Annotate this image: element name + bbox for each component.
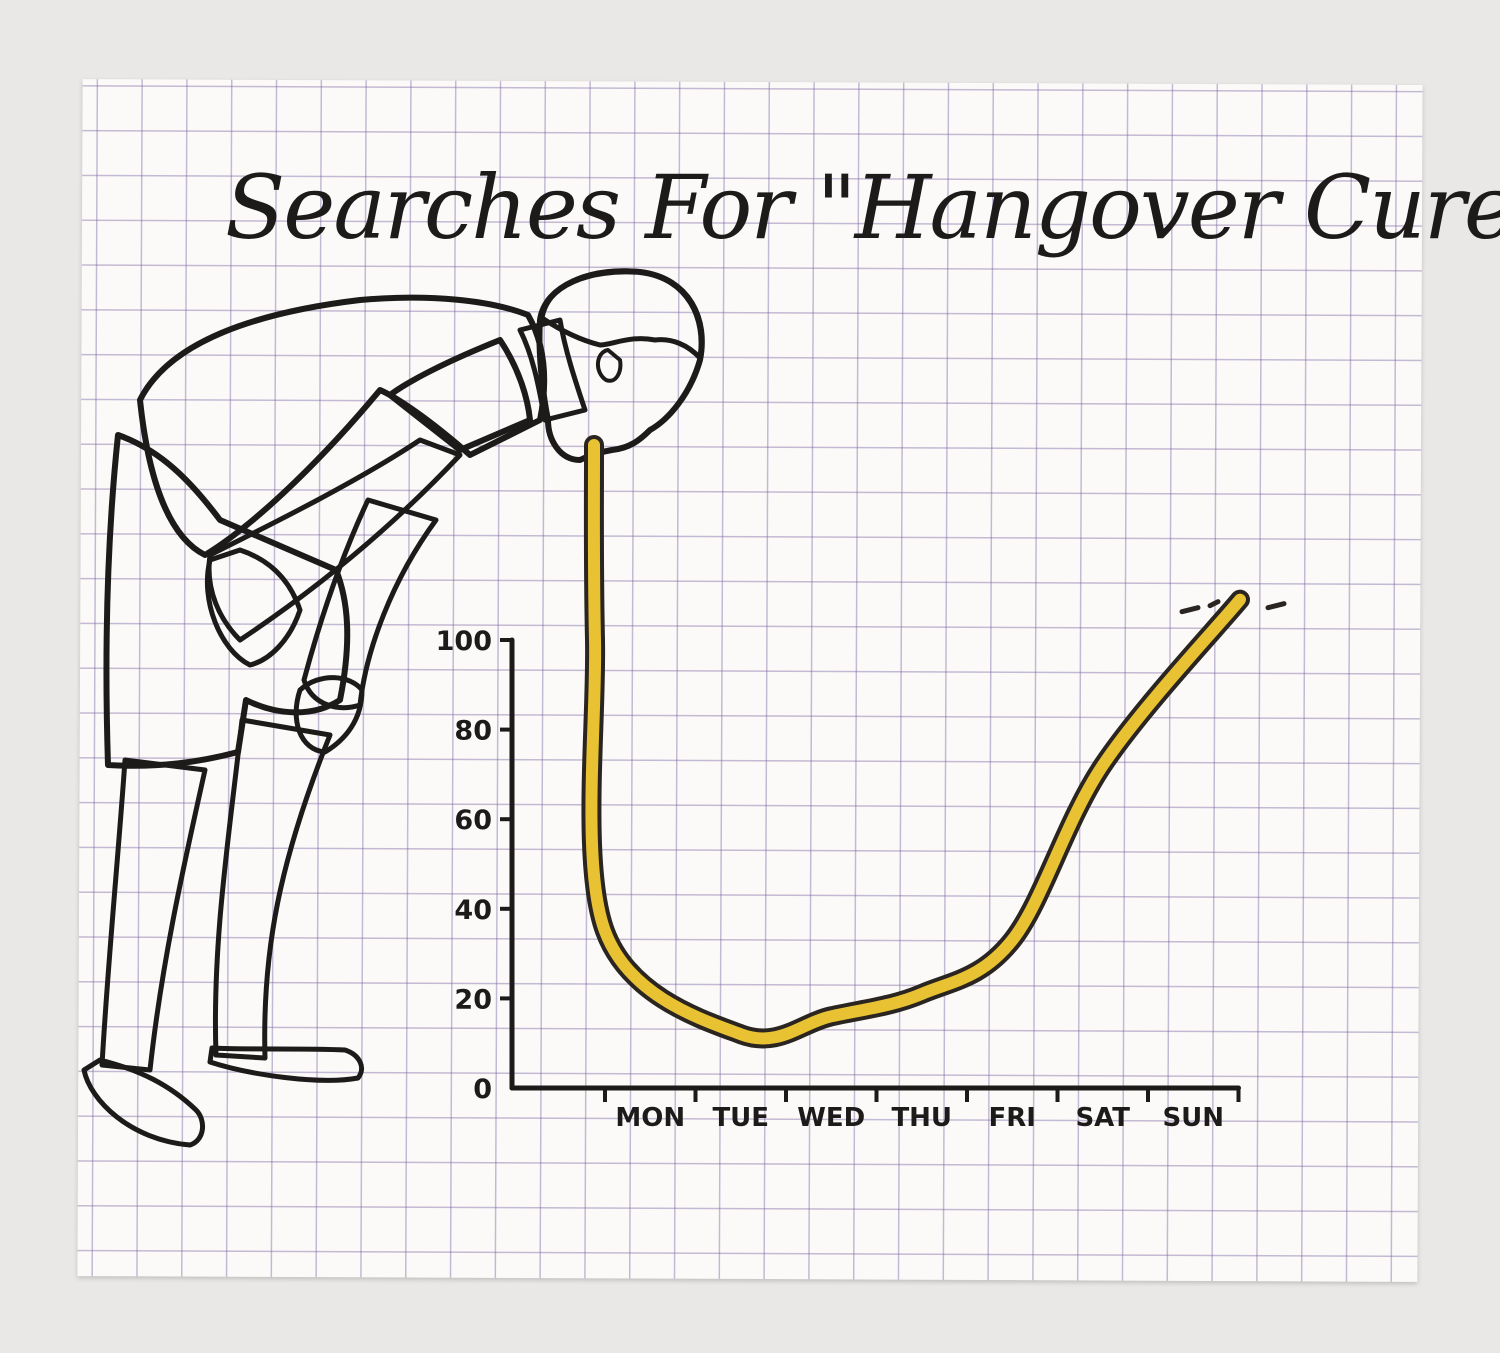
shirt-sleeve — [387, 337, 533, 453]
back-arm — [301, 497, 439, 711]
x-tick-label: THU — [891, 1103, 952, 1133]
hair — [539, 268, 704, 361]
series-line-outline — [581, 435, 1250, 1049]
man-illustration — [81, 268, 705, 1148]
neck — [517, 317, 588, 423]
front-hand — [204, 547, 303, 668]
front-sandal — [207, 1045, 364, 1083]
front-leg — [212, 717, 333, 1061]
y-tick-label: 80 — [454, 716, 492, 747]
y-tick-label: 0 — [473, 1074, 492, 1105]
x-tick-label: FRI — [989, 1103, 1036, 1133]
x-tick-label: SUN — [1162, 1103, 1224, 1133]
x-tick-label: SAT — [1075, 1103, 1130, 1133]
y-tick-label: 60 — [454, 805, 492, 836]
x-tick-label: TUE — [712, 1103, 769, 1133]
ear — [596, 348, 623, 383]
y-tick-label: 100 — [436, 626, 492, 657]
axes: 0 20 40 60 80 100 MON TUE WED THU FRI SAT SUN — [436, 626, 1241, 1133]
back-hand — [293, 675, 365, 755]
series-layer — [581, 435, 1287, 1049]
x-tick-label: MON — [615, 1103, 685, 1133]
shorts — [103, 432, 351, 769]
front-arm — [206, 437, 463, 643]
y-tick-label: 20 — [454, 984, 492, 1015]
back-sandal — [81, 1057, 205, 1148]
series-line — [585, 439, 1246, 1045]
splash-mark — [1265, 601, 1287, 611]
chart-title: Searches For "Hangover Cure" — [225, 156, 1500, 259]
back-leg — [99, 757, 208, 1073]
y-tick-label: 40 — [454, 895, 492, 926]
x-tick-label: WED — [797, 1103, 865, 1133]
splash-mark — [1207, 599, 1221, 609]
splash-mark — [1179, 605, 1201, 615]
shirt — [137, 294, 548, 558]
